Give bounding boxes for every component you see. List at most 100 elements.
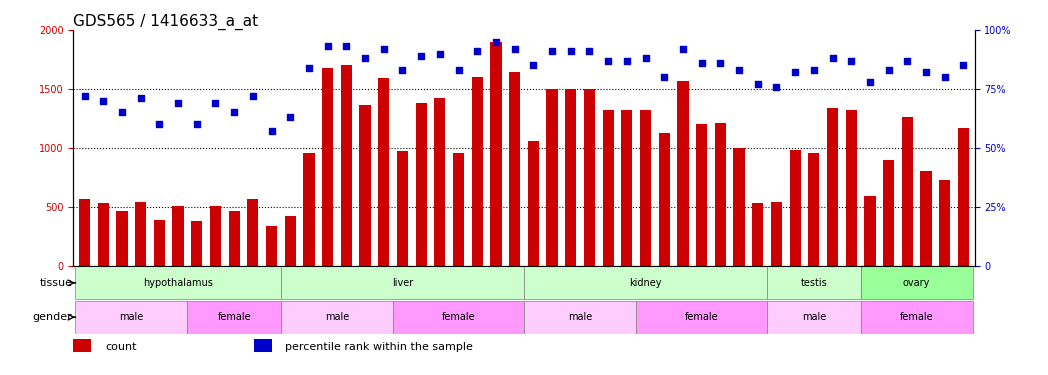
Point (132, 95, 149, 101)
Point (451, 67, 467, 73)
Text: gender: gender (32, 312, 72, 322)
Point (843, 58, 859, 64)
Point (263, 128, 280, 134)
Point (787, 69, 804, 75)
Bar (322, 68, 333, 266)
Text: percentile rank within the sample: percentile rank within the sample (285, 342, 473, 352)
Bar (603, 110, 614, 266)
Point (544, 48, 561, 54)
Bar (883, 160, 894, 266)
FancyBboxPatch shape (524, 266, 767, 299)
Point (189, 121, 205, 127)
Bar (715, 123, 726, 266)
Bar (135, 202, 147, 266)
Bar (97, 203, 109, 266)
Point (563, 48, 580, 54)
Bar (528, 141, 539, 266)
Point (113, 110, 130, 116)
Bar (434, 98, 445, 266)
Bar (285, 216, 296, 266)
Text: hypothalamus: hypothalamus (144, 278, 213, 288)
Point (337, 44, 354, 50)
Point (637, 55, 654, 61)
Bar (920, 171, 932, 266)
Text: female: female (684, 312, 719, 322)
Bar (359, 105, 371, 266)
Bar (734, 148, 745, 266)
Point (151, 121, 168, 127)
Point (694, 60, 711, 66)
Text: liver: liver (392, 278, 413, 288)
Bar (416, 103, 427, 266)
Bar (509, 72, 520, 266)
Bar (397, 152, 408, 266)
Bar (846, 110, 857, 266)
Point (394, 67, 411, 73)
Point (730, 67, 747, 73)
Bar (901, 117, 913, 266)
Bar (378, 78, 390, 266)
Point (861, 79, 878, 85)
Text: male: male (119, 312, 144, 322)
Bar (210, 206, 221, 266)
Point (712, 60, 728, 66)
Point (806, 67, 823, 73)
Point (880, 67, 897, 73)
Bar (752, 203, 763, 266)
Point (506, 46, 523, 52)
Bar (341, 65, 352, 266)
Point (282, 114, 299, 120)
Point (225, 110, 242, 116)
Bar (472, 77, 483, 266)
Text: tissue: tissue (40, 278, 72, 288)
Bar (565, 89, 576, 266)
FancyBboxPatch shape (860, 266, 973, 299)
Point (375, 46, 392, 52)
Bar (808, 153, 820, 266)
Point (301, 65, 318, 71)
Point (525, 62, 542, 68)
Bar (584, 89, 595, 266)
Point (936, 74, 953, 80)
Point (899, 58, 916, 64)
Text: ovary: ovary (903, 278, 931, 288)
Bar (490, 42, 502, 266)
Bar (191, 221, 202, 266)
Point (170, 100, 187, 106)
FancyBboxPatch shape (767, 301, 860, 334)
Text: female: female (900, 312, 934, 322)
Bar (154, 220, 165, 266)
FancyBboxPatch shape (281, 266, 524, 299)
Bar (453, 153, 464, 266)
Point (468, 48, 485, 54)
FancyBboxPatch shape (524, 301, 636, 334)
Point (487, 39, 504, 45)
Text: testis: testis (801, 278, 827, 288)
Text: male: male (802, 312, 826, 322)
Point (432, 51, 449, 57)
Text: male: male (325, 312, 349, 322)
Point (824, 55, 840, 61)
Text: male: male (568, 312, 592, 322)
Bar (116, 211, 128, 266)
FancyBboxPatch shape (188, 301, 281, 334)
Bar (73, 339, 91, 352)
Point (320, 44, 336, 50)
Point (244, 93, 261, 99)
FancyBboxPatch shape (860, 301, 973, 334)
Bar (827, 108, 838, 266)
Text: count: count (105, 342, 136, 352)
Bar (621, 110, 632, 266)
Point (95, 98, 112, 104)
Bar (79, 198, 90, 266)
Bar (266, 226, 277, 266)
Text: GDS565 / 1416633_a_at: GDS565 / 1416633_a_at (73, 14, 259, 30)
Bar (865, 196, 875, 266)
Bar (640, 110, 651, 266)
Text: female: female (217, 312, 250, 322)
Point (413, 53, 430, 59)
Point (356, 55, 373, 61)
Point (599, 58, 616, 64)
Point (918, 69, 935, 75)
Bar (939, 180, 951, 266)
